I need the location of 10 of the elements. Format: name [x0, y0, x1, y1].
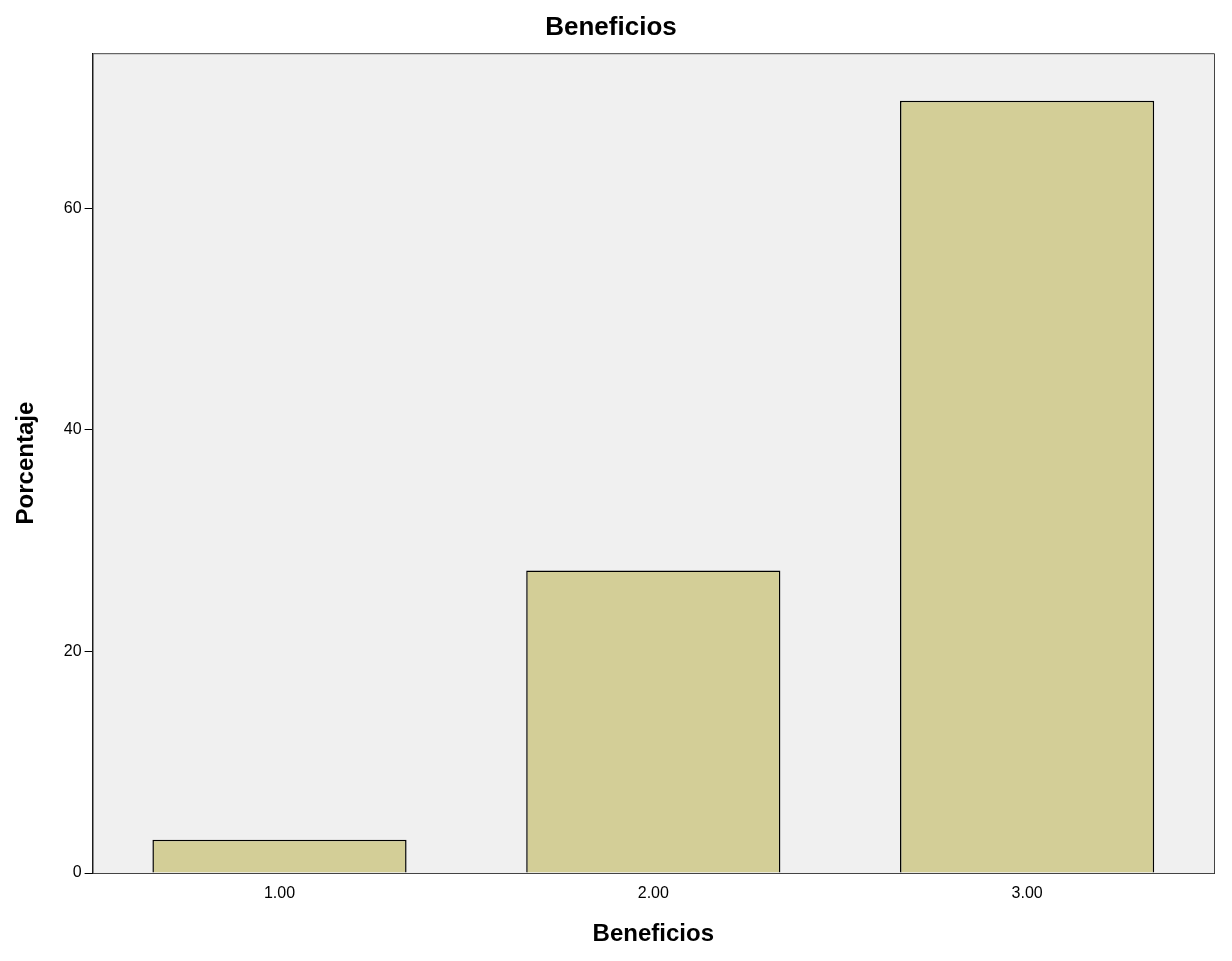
y-tick-label: 40: [63, 420, 82, 438]
x-axis-title: Beneficios: [592, 919, 714, 947]
y-tick-label: 20: [63, 641, 82, 659]
y-tick-label: 60: [63, 198, 82, 216]
x-tick-label: 3.00: [1011, 884, 1043, 902]
x-tick-label: 2.00: [637, 884, 669, 902]
chart-title: Beneficios: [545, 10, 677, 41]
x-tick-label: 1.00: [263, 884, 296, 902]
y-tick-label: 0: [72, 863, 82, 881]
y-axis-title: Porcentaje: [11, 401, 39, 525]
